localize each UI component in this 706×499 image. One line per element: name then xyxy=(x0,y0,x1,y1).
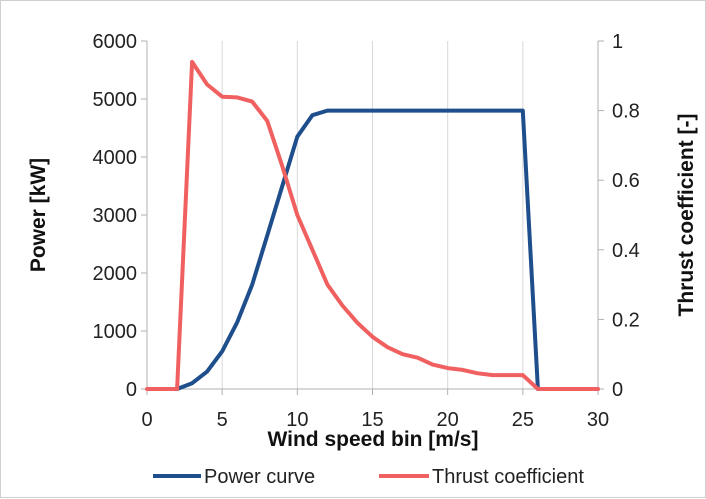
y-tick-label: 5000 xyxy=(93,89,138,111)
tick-layer: 010002000300040005000600000.20.40.60.810… xyxy=(93,31,640,431)
y2-axis-title: Thrust coefficient [-] xyxy=(675,114,698,317)
y-tick-label: 0 xyxy=(126,379,137,401)
y2-tick-label: 0.8 xyxy=(612,101,640,123)
y-tick-label: 4000 xyxy=(93,147,138,169)
y2-tick-label: 0.4 xyxy=(612,240,640,262)
x-axis-title: Wind speed bin [m/s] xyxy=(268,428,479,451)
series-layer xyxy=(145,59,600,391)
axis-layer xyxy=(141,40,604,395)
legend-label-power-curve: Power curve xyxy=(204,466,315,488)
y-tick-label: 6000 xyxy=(93,31,138,53)
y2-tick-label: 0 xyxy=(612,379,623,401)
x-tick-label: 20 xyxy=(437,409,459,431)
legend: Power curve Thrust coefficient xyxy=(153,466,584,488)
x-tick-label: 10 xyxy=(286,409,308,431)
y2-tick-label: 0.6 xyxy=(612,170,640,192)
x-tick-label: 15 xyxy=(361,409,383,431)
x-tick-label: 0 xyxy=(141,409,152,431)
series-line-power-curve xyxy=(175,108,540,391)
y-tick-label: 1000 xyxy=(93,321,138,343)
y-axis-title: Power [kW] xyxy=(27,158,50,272)
y2-tick-label: 0.2 xyxy=(612,309,640,331)
x-tick-label: 30 xyxy=(587,409,609,431)
y-tick-label: 2000 xyxy=(93,263,138,285)
y-tick-label: 3000 xyxy=(93,205,138,227)
y2-tick-label: 1 xyxy=(612,31,623,53)
series-line-thrust-coefficient xyxy=(145,59,600,391)
x-tick-label: 25 xyxy=(512,409,534,431)
x-tick-label: 5 xyxy=(217,409,228,431)
legend-label-thrust-coefficient: Thrust coefficient xyxy=(432,466,584,488)
